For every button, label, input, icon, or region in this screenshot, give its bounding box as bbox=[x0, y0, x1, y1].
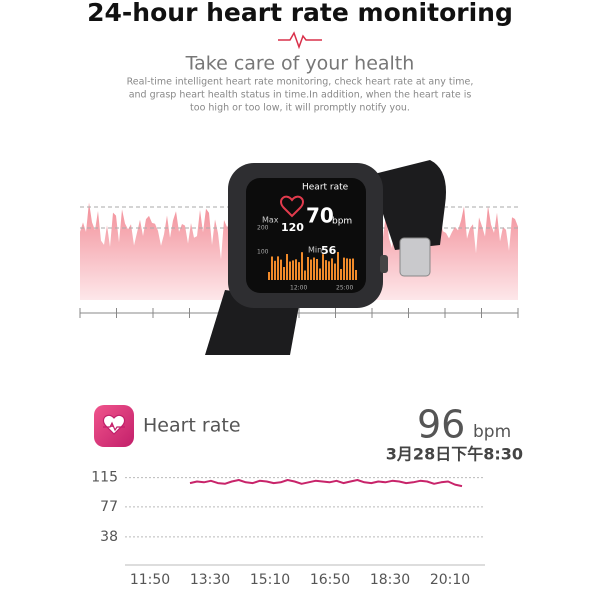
description-line: too high or too low, it will promptly no… bbox=[190, 103, 410, 114]
subtitle: Take care of your health bbox=[185, 53, 415, 75]
watch: Heart rate 70 bpm Max 120 Min 56 200 100… bbox=[205, 160, 446, 355]
watch-bar bbox=[295, 259, 297, 280]
watch-bar bbox=[280, 259, 282, 280]
x-tick-label: 11:50 bbox=[130, 572, 170, 588]
watch-unit: bpm bbox=[332, 217, 352, 227]
watch-bar bbox=[310, 259, 312, 280]
pulse-icon bbox=[278, 31, 322, 50]
card-timestamp: 3月28日下午8:30 bbox=[386, 445, 523, 464]
watch-bar bbox=[277, 256, 279, 280]
watch-bar bbox=[298, 262, 300, 280]
watch-max-label: Max bbox=[262, 216, 279, 225]
watch-min-label: Min bbox=[308, 246, 322, 255]
watch-bar bbox=[301, 252, 303, 280]
description-line: and grasp heart health status in time.In… bbox=[129, 90, 472, 101]
watch-bar bbox=[304, 270, 306, 280]
watch-bar bbox=[328, 261, 330, 280]
x-tick-label: 18:30 bbox=[370, 572, 410, 588]
card-value: 96 bbox=[417, 403, 465, 447]
watch-bar bbox=[307, 256, 309, 280]
x-tick-label: 16:50 bbox=[310, 572, 350, 588]
watch-bar bbox=[271, 256, 273, 280]
watch-axis-label: 100 bbox=[257, 249, 269, 256]
watch-min-value: 56 bbox=[321, 244, 337, 257]
watch-bar bbox=[334, 263, 336, 280]
watch-bar bbox=[316, 258, 318, 280]
watch-bar bbox=[349, 258, 351, 280]
description-line: Real-time intelligent heart rate monitor… bbox=[127, 77, 474, 88]
watch-max-value: 120 bbox=[281, 221, 304, 234]
watch-title: Heart rate bbox=[302, 183, 349, 193]
watch-bar bbox=[289, 261, 291, 280]
watch-bar bbox=[274, 260, 276, 280]
heart-glyph bbox=[102, 414, 126, 435]
y-tick-label: 77 bbox=[100, 499, 118, 515]
watch-bar bbox=[352, 258, 354, 280]
x-tick-label: 15:10 bbox=[250, 572, 290, 588]
watch-bar bbox=[346, 258, 348, 280]
watch-bar bbox=[331, 258, 333, 280]
watch-bar bbox=[283, 266, 285, 280]
x-tick-label: 20:10 bbox=[430, 572, 470, 588]
watch-bar bbox=[313, 257, 315, 280]
card-label: Heart rate bbox=[143, 415, 241, 437]
watch-bar bbox=[337, 252, 339, 280]
watch-bar bbox=[322, 254, 324, 280]
watch-bar bbox=[325, 260, 327, 280]
watch-bar bbox=[292, 260, 294, 280]
watch-time-label: 25:00 bbox=[336, 285, 353, 292]
watch-bar bbox=[286, 254, 288, 280]
line-series bbox=[189, 479, 463, 488]
watch-bar bbox=[268, 272, 270, 280]
watch-bar bbox=[319, 268, 321, 280]
watch-time-label: 12:00 bbox=[290, 285, 307, 292]
watch-bar bbox=[340, 269, 342, 280]
watch-bar bbox=[355, 269, 357, 280]
title: 24-hour heart rate monitoring bbox=[87, 0, 513, 27]
watch-bar bbox=[343, 257, 345, 280]
x-tick-label: 13:30 bbox=[190, 572, 230, 588]
watch-axis-label: 200 bbox=[257, 225, 269, 232]
watch-value: 70 bbox=[306, 204, 334, 228]
y-tick-label: 38 bbox=[100, 529, 118, 545]
y-tick-label: 115 bbox=[91, 470, 118, 486]
card-unit: bpm bbox=[473, 422, 511, 442]
